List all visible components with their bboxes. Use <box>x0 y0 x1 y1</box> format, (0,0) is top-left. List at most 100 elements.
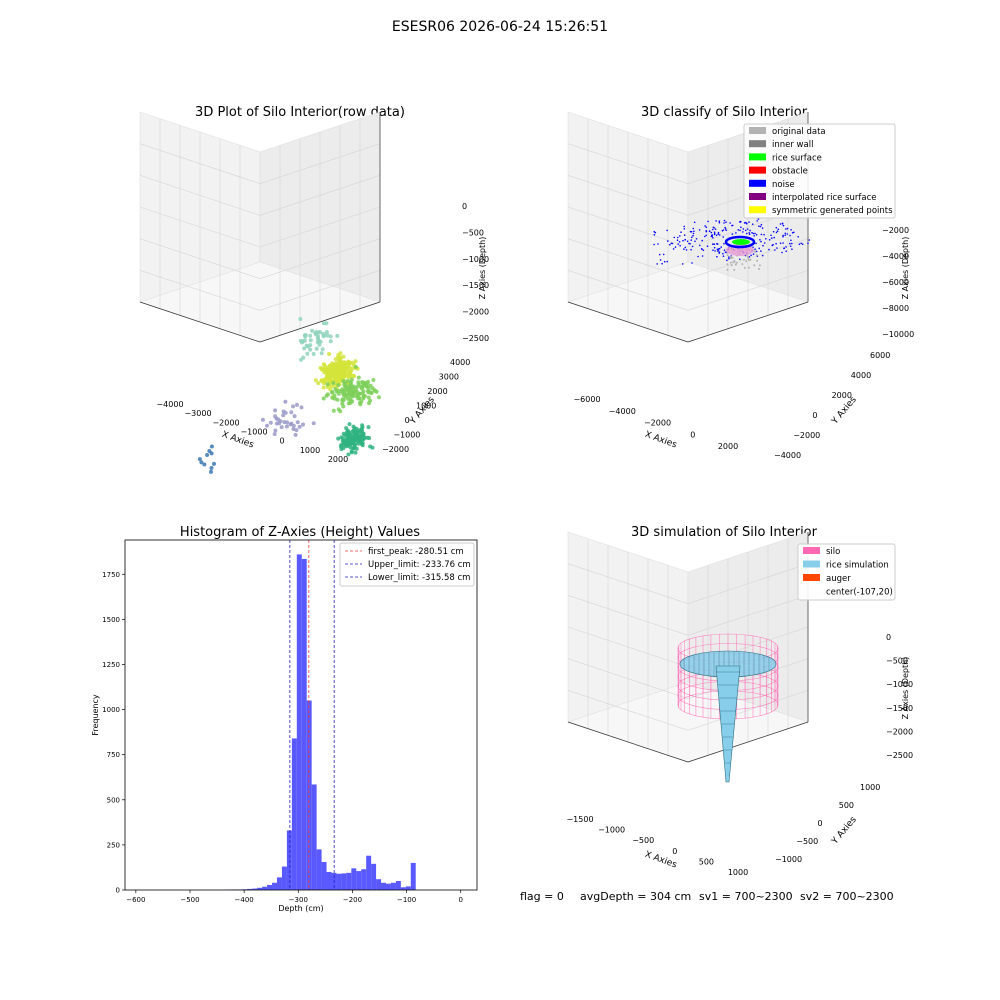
data-point <box>295 420 300 425</box>
noise-point <box>797 236 799 238</box>
data-point <box>336 436 341 441</box>
tick-label: −1000 <box>462 255 489 264</box>
noise-point <box>722 236 725 238</box>
tick-label: −2000 <box>462 308 489 317</box>
data-point <box>334 372 339 377</box>
noise-point <box>713 231 716 233</box>
histogram-bar <box>316 849 322 890</box>
data-point <box>377 395 381 400</box>
noise-point <box>779 242 782 244</box>
noise-point <box>702 249 705 252</box>
noise-point <box>782 224 785 227</box>
tick-label: 3000 <box>439 373 459 382</box>
histogram-bar <box>257 887 263 890</box>
data-point <box>330 361 335 366</box>
original-point <box>747 266 750 269</box>
data-point <box>313 378 318 383</box>
noise-point <box>724 251 727 253</box>
noise-point <box>712 249 714 251</box>
noise-point <box>701 248 703 250</box>
data-point <box>319 351 324 356</box>
tick-label: 2000 <box>718 442 738 451</box>
histogram-bar <box>371 863 377 890</box>
tick-label: −2000 <box>793 431 820 440</box>
noise-point <box>801 243 804 245</box>
data-point <box>357 396 362 401</box>
noise-point <box>692 232 695 235</box>
panel2-scatter-points <box>653 218 811 271</box>
data-point <box>341 379 346 383</box>
tick-label: −3000 <box>184 409 211 418</box>
noise-point <box>781 223 784 225</box>
original-point <box>726 268 729 271</box>
data-point <box>336 383 341 388</box>
data-point <box>313 331 318 336</box>
noise-point <box>681 263 684 265</box>
tick-label: 4000 <box>851 371 871 380</box>
data-point <box>349 450 354 455</box>
histogram-bar <box>276 877 282 890</box>
noise-point <box>745 232 748 235</box>
tick-label: −1500 <box>462 281 489 290</box>
panel1-axes-box <box>139 111 381 343</box>
noise-point <box>726 259 728 262</box>
noise-point <box>678 241 681 243</box>
noise-point <box>662 253 665 256</box>
noise-point <box>791 248 793 250</box>
data-point <box>291 404 295 409</box>
legend-label: interpolated rice surface <box>772 193 877 203</box>
data-point <box>323 367 328 372</box>
status-sv2: sv2 = 700~2300 <box>800 890 894 903</box>
data-point <box>359 441 364 446</box>
data-point <box>305 351 310 356</box>
data-point <box>359 399 364 404</box>
tick-label: −2000 <box>882 226 909 235</box>
histogram-y-ticks: 0 250 500 750 1000 1250 1500 1750 <box>102 571 125 895</box>
panel2-legend: original data inner wall rice surface obsta… <box>743 123 896 219</box>
noise-point <box>789 234 791 237</box>
noise-point <box>760 250 762 252</box>
original-point <box>745 260 748 263</box>
noise-point <box>731 224 734 227</box>
noise-point <box>749 229 751 232</box>
noise-point <box>666 260 668 263</box>
panel4-title: 3D simulation of Silo Interior <box>631 525 818 540</box>
noise-point <box>679 235 681 237</box>
noise-point <box>776 247 778 249</box>
noise-point <box>692 227 695 230</box>
axes-gridline <box>687 270 809 311</box>
noise-point <box>724 228 727 230</box>
data-point <box>197 457 202 462</box>
original-point <box>747 256 750 259</box>
noise-point <box>657 243 659 245</box>
histogram-bar <box>351 868 357 890</box>
noise-point <box>791 232 794 234</box>
data-point <box>343 374 348 379</box>
noise-point <box>751 223 754 225</box>
tick-label: 0 <box>279 437 284 446</box>
figure-suptitle: ESESR06 2026-06-24 15:26:51 <box>392 19 608 35</box>
data-point <box>207 449 212 453</box>
tick-label: −4000 <box>609 407 636 416</box>
panel4-silo-simulation <box>677 633 779 783</box>
panel-histogram: Histogram of Z-Axies (Height) Values −60… <box>91 525 478 913</box>
y-tick-label: 500 <box>107 796 120 804</box>
histogram-bar <box>405 886 411 890</box>
noise-point <box>682 239 684 242</box>
noise-point <box>742 228 745 230</box>
panel2-x-ticks: −6000 −4000 −2000 0 2000 <box>573 395 738 451</box>
histogram-bar <box>400 887 406 890</box>
tick-label: 6000 <box>870 351 890 360</box>
data-point <box>331 408 336 413</box>
data-point <box>368 383 373 388</box>
noise-point <box>694 240 696 243</box>
data-point <box>297 424 302 429</box>
data-point <box>339 447 344 452</box>
x-tick-label: −400 <box>235 896 254 904</box>
panel2-x-label: X Axies <box>643 430 678 451</box>
y-tick-label: 750 <box>107 751 120 759</box>
noise-point <box>711 228 714 231</box>
status-flag: flag = 0 <box>520 890 564 903</box>
tick-label: −1000 <box>886 680 913 689</box>
noise-point <box>790 239 792 242</box>
